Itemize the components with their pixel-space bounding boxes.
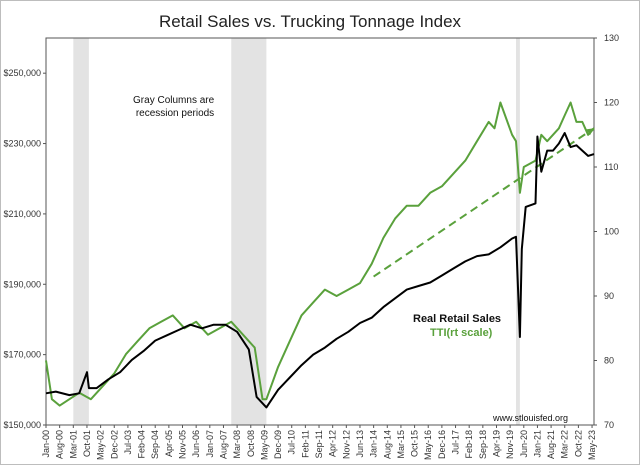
x-tick-label: May-09 xyxy=(259,430,269,460)
x-tick-label: May-23 xyxy=(587,430,597,460)
series-line-tti xyxy=(45,101,595,407)
right-tick-label: 80 xyxy=(604,356,614,366)
right-tick-label: 90 xyxy=(604,291,614,301)
series-line-retail-sales xyxy=(45,132,595,409)
x-tick-label: Oct-08 xyxy=(246,430,256,457)
tti-trendline xyxy=(373,127,595,278)
right-tick-label: 120 xyxy=(604,98,619,108)
trendline-arrowhead xyxy=(586,128,594,136)
left-tick-label: $250,000 xyxy=(3,68,41,78)
x-tick-label: May-02 xyxy=(96,430,106,460)
x-tick-label: Sep-04 xyxy=(150,430,160,459)
x-tick-label: Mar-01 xyxy=(68,430,78,459)
left-axis: $150,000 $170,000 $190,000 $210,000 $230,000… xyxy=(3,68,46,430)
x-tick-label: Feb-18 xyxy=(464,430,474,459)
x-tick-label: Jun-20 xyxy=(519,430,529,458)
x-tick-label: Feb-04 xyxy=(137,430,147,459)
right-axis: 70 80 90 100 110 120 130 xyxy=(594,33,619,430)
x-tick-label: Jun-06 xyxy=(191,430,201,458)
x-tick-label: Oct-01 xyxy=(82,430,92,457)
x-tick-label: Apr-19 xyxy=(491,430,501,457)
x-tick-label: Nov-12 xyxy=(341,430,351,459)
x-tick-label: Oct-15 xyxy=(410,430,420,457)
x-tick-label: Jun-13 xyxy=(355,430,365,458)
x-tick-label: Jul-03 xyxy=(123,430,133,455)
x-tick-label: Aug-00 xyxy=(55,430,65,459)
x-tick-label: Jan-00 xyxy=(41,430,51,458)
x-tick-label: Sep-11 xyxy=(314,430,324,458)
recession-band-1 xyxy=(73,38,89,425)
plot-area xyxy=(45,37,595,426)
x-tick-label: Jan-07 xyxy=(205,430,215,458)
right-tick-label: 70 xyxy=(604,420,614,430)
x-tick-label: Nov-19 xyxy=(505,430,515,459)
right-tick-label: 130 xyxy=(604,33,619,43)
x-tick-label: Oct-22 xyxy=(573,430,583,457)
x-tick-label: Dec-02 xyxy=(109,430,119,459)
x-tick-label: Apr-05 xyxy=(164,430,174,457)
x-tick-label: May-16 xyxy=(423,430,433,460)
x-axis: Jan-00 Aug-00 Mar-01 Oct-01 May-02 Dec-02 Jul-… xyxy=(41,425,597,460)
left-tick-label: $210,000 xyxy=(3,209,41,219)
left-tick-label: $150,000 xyxy=(3,420,41,430)
legend-tti: TTI(rt scale) xyxy=(430,327,493,339)
recession-band-2 xyxy=(231,38,267,425)
recession-band-3 xyxy=(515,38,520,425)
left-tick-label: $230,000 xyxy=(3,139,41,149)
x-tick-label: Jan-14 xyxy=(369,430,379,458)
x-tick-label: Apr-12 xyxy=(328,430,338,457)
x-tick-label: Dec-16 xyxy=(437,430,447,459)
left-tick-label: $190,000 xyxy=(3,279,41,289)
x-tick-label: Jan-21 xyxy=(532,430,542,458)
x-tick-label: Sep-18 xyxy=(478,430,488,459)
x-tick-label: Nov-05 xyxy=(178,430,188,459)
annotation-line-2: recession periods xyxy=(136,108,214,119)
right-tick-label: 100 xyxy=(604,227,619,237)
series-lines xyxy=(45,101,595,409)
x-tick-label: Aug-07 xyxy=(218,430,228,459)
x-tick-label: Jul-17 xyxy=(451,430,461,455)
recession-annotation: Gray Columns are recession periods xyxy=(133,95,217,119)
legend-retail-sales: Real Retail Sales xyxy=(413,313,501,325)
chart-title: Retail Sales vs. Trucking Tonnage Index xyxy=(159,12,462,31)
x-tick-label: Aug-14 xyxy=(382,430,392,459)
x-tick-label: Mar-22 xyxy=(560,430,570,459)
x-tick-label: Aug-21 xyxy=(546,430,556,459)
x-tick-label: Mar-15 xyxy=(396,430,406,459)
x-tick-label: Jul-10 xyxy=(287,430,297,455)
left-tick-label: $170,000 xyxy=(3,350,41,360)
annotation-line-1: Gray Columns are xyxy=(133,95,215,106)
x-tick-label: Feb-11 xyxy=(300,430,310,458)
right-tick-label: 110 xyxy=(604,162,618,172)
recession-bands xyxy=(73,38,520,425)
x-tick-label: Dec-09 xyxy=(273,430,283,459)
source-label: www.stlouisfed.org xyxy=(492,413,568,423)
x-tick-label: Mar-08 xyxy=(232,430,242,459)
